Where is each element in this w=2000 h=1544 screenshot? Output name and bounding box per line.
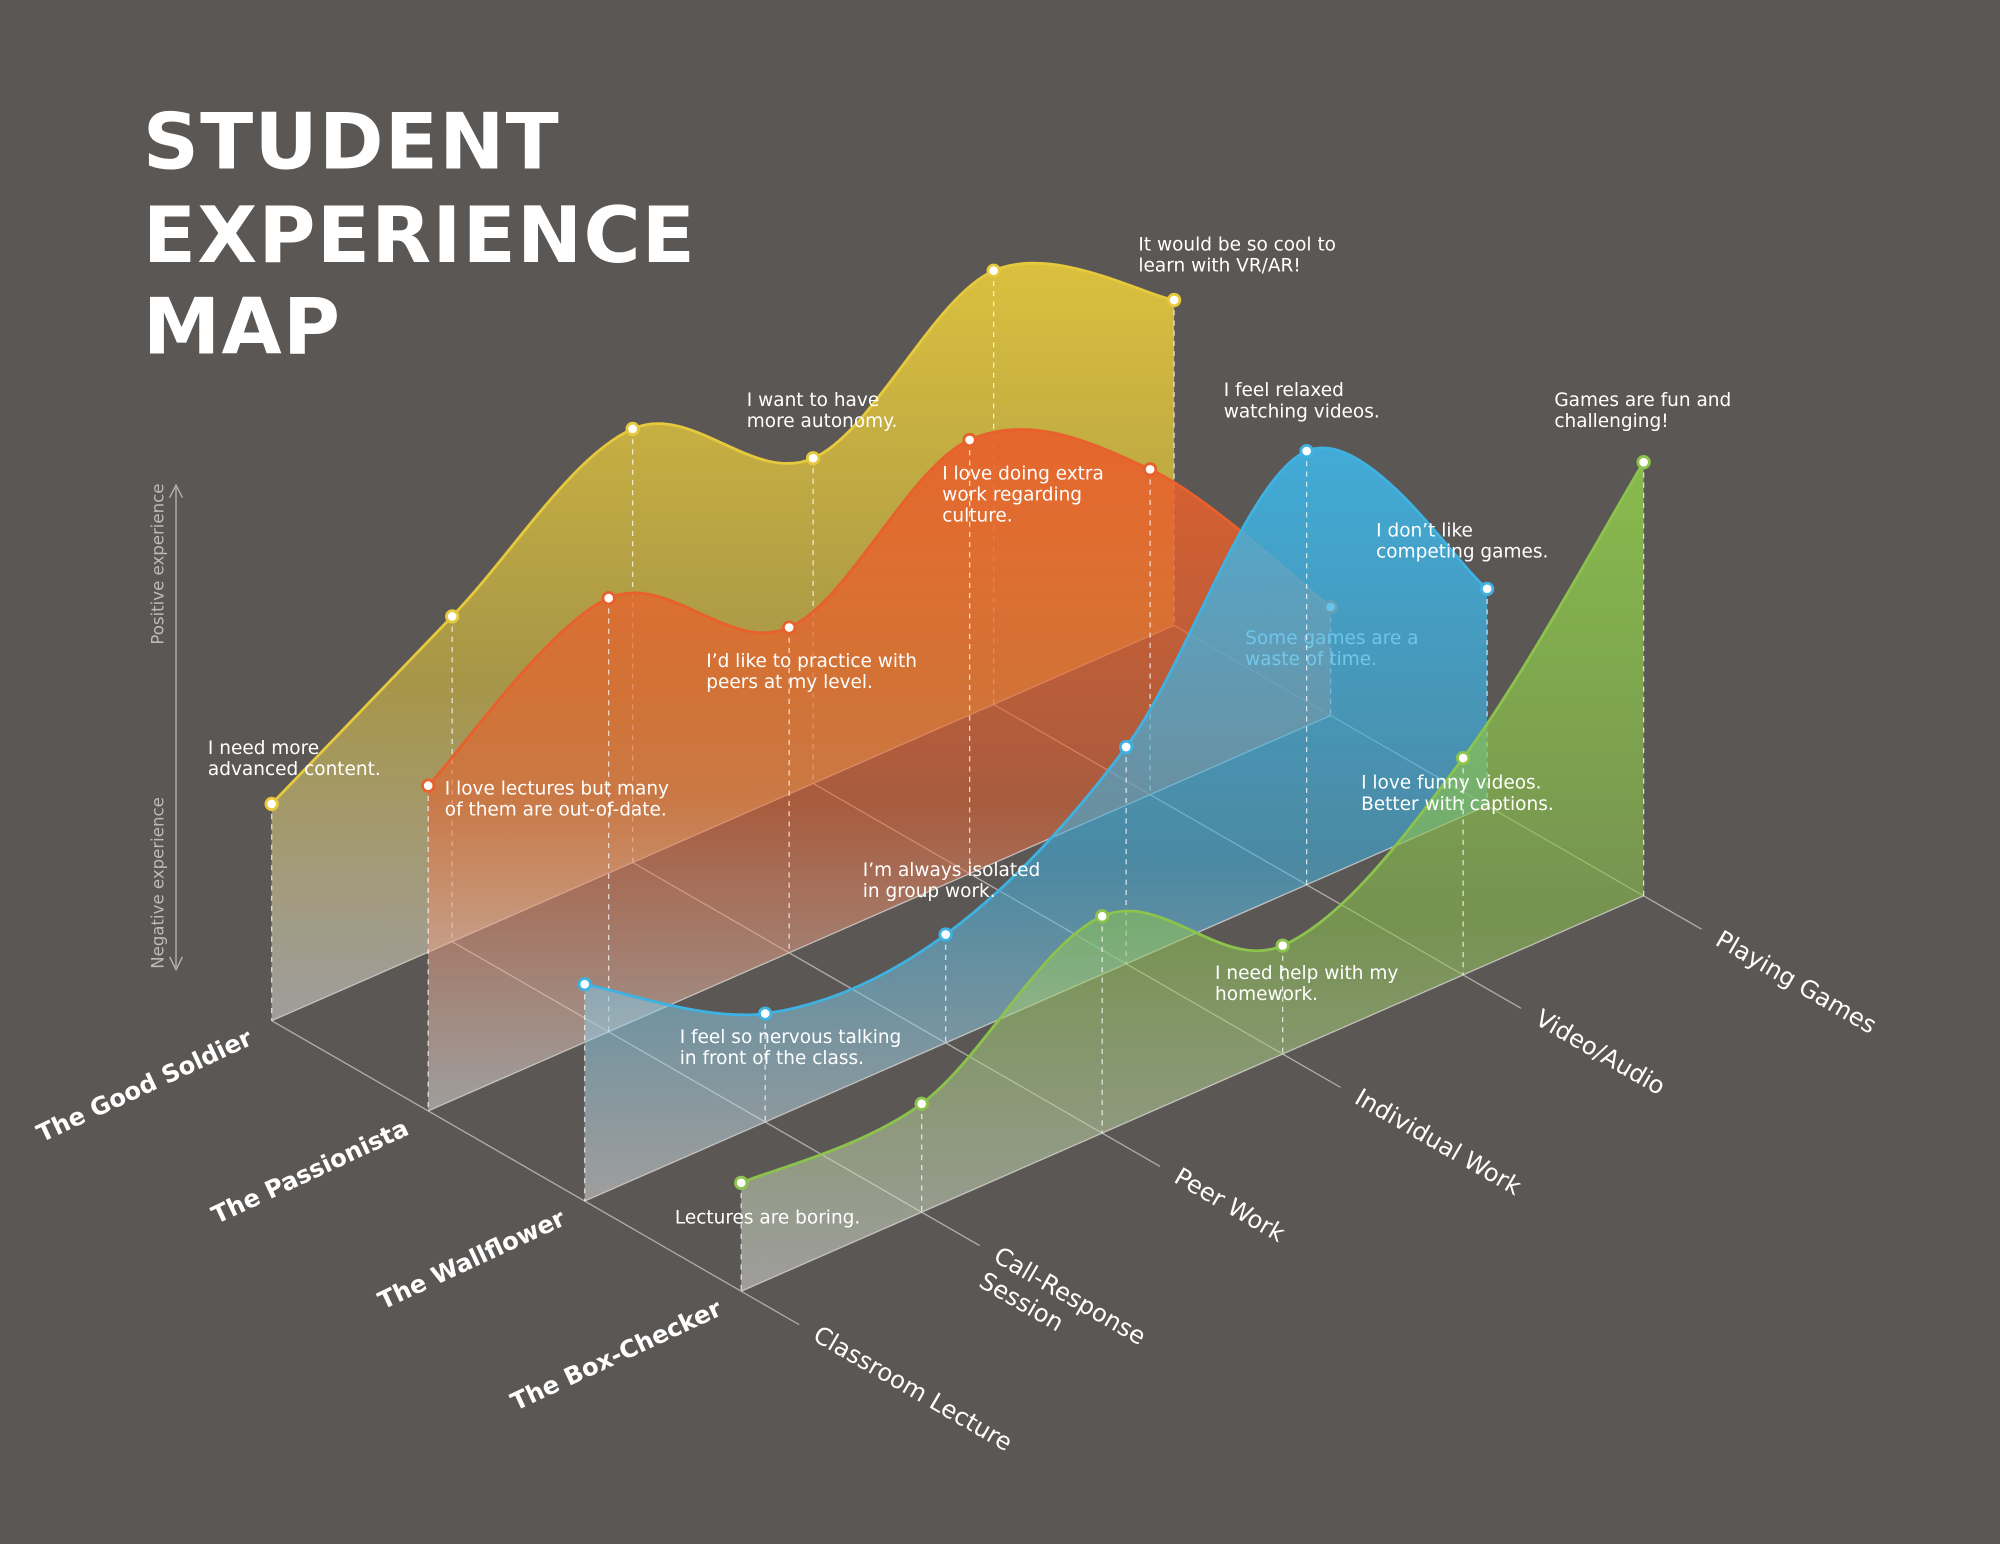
series-area — [584, 447, 1488, 1202]
annotation-line: challenging! — [1554, 411, 1668, 432]
annotation: I need more advanced content. — [208, 738, 381, 780]
annotation: I love funny videos. Better with captions… — [1361, 773, 1554, 815]
data-point — [1142, 462, 1158, 477]
annotation-line: I feel so nervous talking — [680, 1027, 902, 1048]
data-point — [962, 432, 977, 448]
annotation-line: I feel relaxed — [1224, 380, 1344, 401]
annotation-line: Lectures are boring. — [675, 1208, 860, 1229]
data-point — [1119, 739, 1134, 755]
data-point — [734, 1175, 749, 1190]
data-point — [1095, 909, 1110, 924]
category-ground-line — [271, 1020, 800, 1326]
data-point — [782, 620, 797, 635]
annotation-line: I need more — [208, 738, 319, 759]
data-point — [1166, 292, 1182, 308]
data-point — [938, 927, 953, 942]
y-axis-negative: Negative experience — [148, 797, 167, 969]
data-point — [805, 451, 821, 466]
data-point — [577, 977, 592, 992]
data-point — [1479, 581, 1495, 596]
annotation: I love lectures but many of them are out-… — [445, 779, 669, 821]
data-point — [1455, 750, 1471, 766]
annotation-line: watching videos. — [1224, 401, 1380, 422]
annotation-line: in group work. — [863, 881, 996, 902]
annotation-line: Better with captions. — [1361, 794, 1554, 815]
data-point — [914, 1096, 929, 1111]
annotation-line: Games are fun and — [1554, 390, 1731, 411]
data-point — [421, 778, 436, 793]
annotation: I don’t like competing games. — [1376, 521, 1548, 563]
annotation: I feel so nervous talking in front of the… — [680, 1027, 902, 1069]
title-line: EXPERIENCE — [143, 191, 696, 281]
annotation-line: learn with VR/AR! — [1138, 255, 1300, 276]
data-point — [758, 1006, 773, 1021]
annotation-line: I want to have — [747, 390, 879, 411]
annotation-line: competing games. — [1376, 542, 1548, 563]
data-point — [1299, 443, 1314, 459]
series-base-line — [740, 895, 1644, 1292]
annotation: Games are fun and challenging! — [1554, 390, 1731, 432]
annotation: I love doing extra work regarding culture. — [942, 464, 1104, 527]
data-point — [445, 609, 460, 624]
data-point — [1275, 938, 1290, 953]
annotation-line: homework. — [1215, 984, 1318, 1005]
annotation: I feel relaxed watching videos. — [1224, 380, 1380, 422]
series-area — [741, 462, 1644, 1292]
annotation: It would be so cool to learn with VR/AR! — [1138, 234, 1336, 276]
series-area — [428, 429, 1331, 1111]
annotation: Lectures are boring. — [675, 1208, 860, 1229]
annotation-line: of them are out-of-date. — [445, 800, 667, 821]
annotation: I’m always isolated in group work. — [863, 860, 1040, 902]
data-point — [625, 421, 640, 437]
title-line: MAP — [143, 283, 341, 373]
annotation-line: work regarding — [942, 485, 1082, 506]
title-line: STUDENT — [143, 98, 560, 188]
annotation-line: I’d like to practice with — [706, 651, 917, 672]
annotation-line: I need help with my — [1215, 963, 1398, 984]
series-line — [270, 261, 1175, 805]
annotation-line: culture. — [942, 506, 1012, 527]
annotation-line: peers at my level. — [706, 672, 873, 693]
annotation-line: I love doing extra — [942, 464, 1104, 485]
chart-title: STUDENT EXPERIENCE MAP — [143, 98, 725, 373]
series-line — [427, 428, 1332, 787]
annotation-line: I love lectures but many — [445, 779, 669, 800]
y-axis-positive: Positive experience — [148, 484, 167, 645]
data-point — [1636, 455, 1651, 470]
data-point — [986, 263, 1001, 278]
annotation-line: more autonomy. — [747, 411, 898, 432]
annotation-line: advanced content. — [208, 759, 381, 780]
data-point — [601, 591, 616, 606]
annotation-line: I’m always isolated — [863, 860, 1040, 881]
annotation-line: in front of the class. — [680, 1048, 864, 1069]
annotation: I want to have more autonomy. — [747, 390, 898, 432]
y-axis-arrowheads — [169, 483, 183, 972]
annotation-line: I don’t like — [1376, 521, 1473, 542]
data-point — [264, 796, 279, 812]
annotation: I need help with my homework. — [1215, 963, 1398, 1005]
annotation: I’d like to practice with peers at my lev… — [706, 651, 917, 693]
annotation-line: I love funny videos. — [1361, 773, 1541, 794]
annotation-line: It would be so cool to — [1138, 234, 1336, 255]
